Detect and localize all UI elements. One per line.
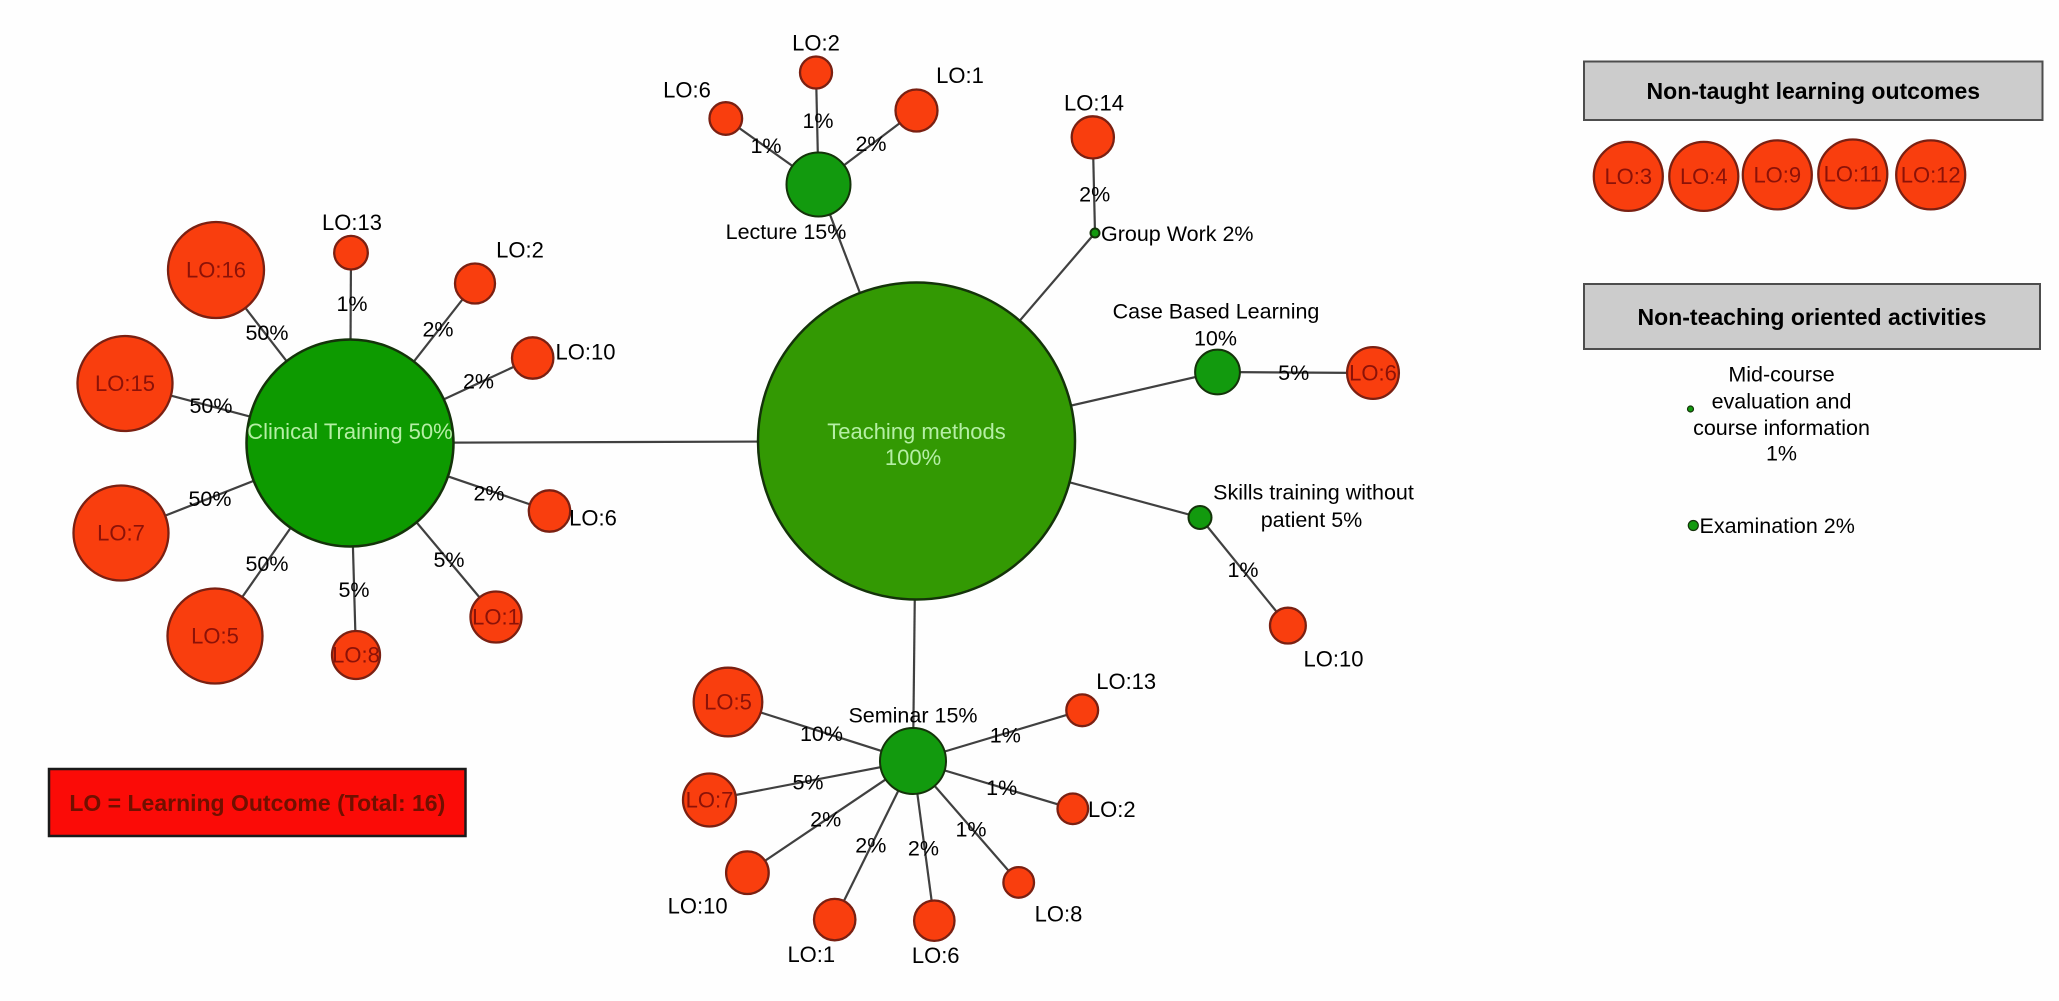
svg-text:Non-teaching oriented activiti: Non-teaching oriented activities [1638,304,1987,330]
svg-text:LO:15: LO:15 [95,371,155,396]
svg-text:2%: 2% [422,318,453,342]
svg-text:Mid-course: Mid-course [1728,362,1834,386]
svg-text:LO:6: LO:6 [912,943,960,968]
svg-text:LO:2: LO:2 [1088,797,1136,822]
svg-text:2%: 2% [1079,182,1110,206]
svg-text:5%: 5% [338,578,369,602]
svg-text:Teaching methods: Teaching methods [827,419,1006,444]
svg-text:Non-taught learning outcomes: Non-taught learning outcomes [1647,78,1981,104]
svg-text:Clinical Training 50%: Clinical Training 50% [247,419,452,444]
svg-text:2%: 2% [855,132,886,156]
svg-text:LO:12: LO:12 [1901,162,1961,187]
svg-text:10%: 10% [1194,327,1237,351]
svg-text:LO:1: LO:1 [472,605,520,630]
svg-text:patient 5%: patient 5% [1261,508,1363,532]
svg-text:Case Based Learning: Case Based Learning [1113,300,1320,324]
svg-text:LO:6: LO:6 [569,506,617,531]
svg-text:2%: 2% [810,807,841,831]
svg-text:LO:13: LO:13 [322,210,382,235]
svg-text:1%: 1% [990,724,1021,748]
svg-text:2%: 2% [463,370,494,394]
svg-text:LO:5: LO:5 [704,690,752,715]
svg-text:evaluation and: evaluation and [1712,390,1852,414]
svg-text:Examination 2%: Examination 2% [1700,514,1855,538]
svg-text:LO:10: LO:10 [556,340,616,365]
svg-text:LO:13: LO:13 [1096,669,1156,694]
svg-text:LO:2: LO:2 [496,238,544,263]
svg-text:Skills training without: Skills training without [1213,481,1414,505]
svg-text:1%: 1% [1227,558,1258,582]
svg-text:LO:10: LO:10 [668,894,728,919]
svg-text:LO:9: LO:9 [1753,162,1801,187]
svg-text:1%: 1% [802,109,833,133]
svg-text:LO:16: LO:16 [186,258,246,283]
svg-text:LO:1: LO:1 [787,942,835,967]
svg-text:50%: 50% [189,394,232,418]
svg-text:LO:7: LO:7 [97,521,145,546]
svg-text:2%: 2% [855,834,886,858]
svg-text:Group Work 2%: Group Work 2% [1101,222,1254,246]
svg-text:2%: 2% [908,837,939,861]
svg-text:LO = Learning Outcome (Total:: LO = Learning Outcome (Total: 16) [69,790,445,816]
svg-text:Seminar 15%: Seminar 15% [848,704,977,728]
svg-text:5%: 5% [1278,361,1309,385]
svg-text:100%: 100% [885,445,941,470]
svg-text:50%: 50% [245,321,288,345]
svg-text:LO:6: LO:6 [1349,361,1397,386]
svg-text:5%: 5% [792,771,823,795]
svg-text:1%: 1% [1766,442,1797,466]
svg-text:LO:1: LO:1 [936,63,984,88]
svg-text:Lecture 15%: Lecture 15% [726,220,847,244]
svg-text:50%: 50% [245,552,288,576]
svg-text:LO:4: LO:4 [1680,164,1728,189]
svg-text:course information: course information [1693,416,1870,440]
svg-text:50%: 50% [188,487,231,511]
svg-text:1%: 1% [336,292,367,316]
svg-text:LO:10: LO:10 [1304,647,1364,672]
svg-text:10%: 10% [800,722,843,746]
svg-text:LO:14: LO:14 [1064,91,1124,116]
svg-text:1%: 1% [750,134,781,158]
svg-text:1%: 1% [986,776,1017,800]
svg-text:LO:5: LO:5 [191,624,239,649]
svg-text:LO:6: LO:6 [663,78,711,103]
svg-text:LO:8: LO:8 [332,643,380,668]
svg-text:1%: 1% [955,817,986,841]
svg-text:5%: 5% [433,548,464,572]
svg-text:2%: 2% [473,482,504,506]
svg-text:LO:2: LO:2 [792,31,840,56]
svg-text:LO:7: LO:7 [686,788,734,813]
svg-text:LO:3: LO:3 [1604,164,1652,189]
svg-text:LO:11: LO:11 [1824,162,1882,187]
svg-text:LO:8: LO:8 [1035,902,1083,927]
